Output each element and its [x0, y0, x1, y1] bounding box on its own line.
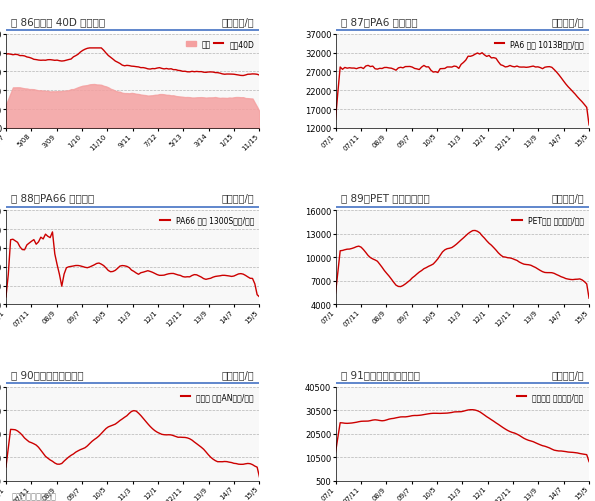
Legend: PA66 华东 1300S（元/吨）: PA66 华东 1300S（元/吨）: [159, 214, 256, 226]
Text: 图 87：PA6 价格走势: 图 87：PA6 价格走势: [340, 17, 417, 27]
Text: 单位：元/吨: 单位：元/吨: [552, 17, 584, 27]
Text: 单位：元/吨: 单位：元/吨: [552, 193, 584, 203]
Text: 单位：元/吨: 单位：元/吨: [222, 193, 255, 203]
Text: 资料来源：百川资讯: 资料来源：百川资讯: [12, 491, 57, 500]
Legend: 锦纶切片 华东（元/吨）: 锦纶切片 华东（元/吨）: [516, 391, 585, 403]
Text: 图 90：丙烯腈价格走势: 图 90：丙烯腈价格走势: [11, 369, 84, 379]
Text: 图 86：氨纶 40D 价格走势: 图 86：氨纶 40D 价格走势: [11, 17, 105, 27]
Text: 图 89：PET 切片价格走势: 图 89：PET 切片价格走势: [340, 193, 430, 203]
Legend: 价差, 氨纶40D: 价差, 氨纶40D: [185, 39, 256, 51]
Legend: PET切片 华东（元/吨）: PET切片 华东（元/吨）: [511, 214, 585, 226]
Text: 单位：元/吨: 单位：元/吨: [222, 17, 255, 27]
Legend: PA6 华东 1013B（元/吨）: PA6 华东 1013B（元/吨）: [493, 39, 585, 51]
Text: 图 91：锦纶切片价格走势: 图 91：锦纶切片价格走势: [340, 369, 419, 379]
Legend: 丙烯腈 华东AN（元/吨）: 丙烯腈 华东AN（元/吨）: [180, 391, 256, 403]
Text: 单位：元/吨: 单位：元/吨: [552, 369, 584, 379]
Text: 图 88：PA66 价格走势: 图 88：PA66 价格走势: [11, 193, 94, 203]
Text: 单位：元/吨: 单位：元/吨: [222, 369, 255, 379]
